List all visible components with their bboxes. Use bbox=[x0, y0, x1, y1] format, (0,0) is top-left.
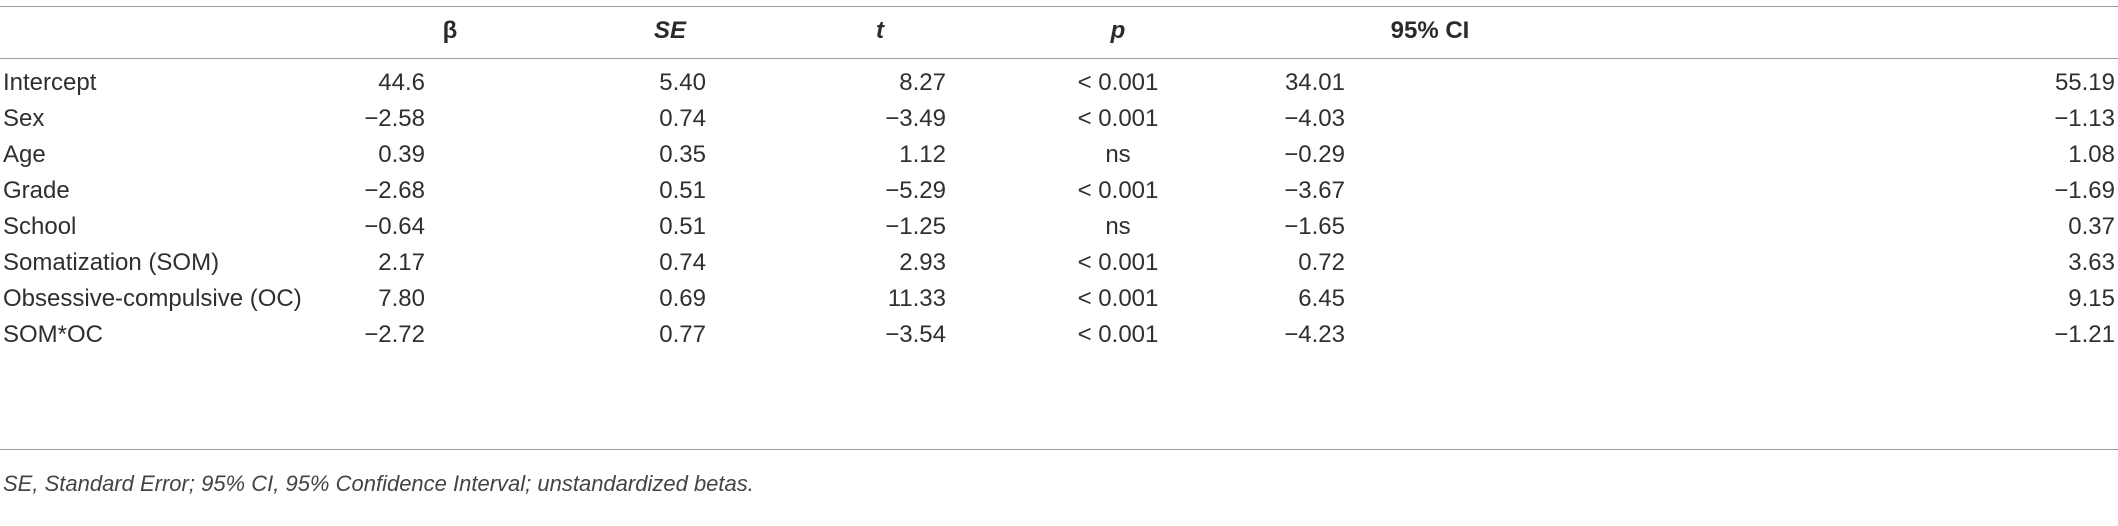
cell-p: ns bbox=[1105, 141, 1131, 168]
cell-beta: −0.64 bbox=[364, 213, 425, 240]
header-ci: 95% CI bbox=[1390, 17, 1470, 44]
cell-ci-high: 0.37 bbox=[2068, 213, 2115, 240]
row-label: Sex bbox=[3, 105, 45, 132]
cell-ci-high: 1.08 bbox=[2068, 141, 2115, 168]
table-top-rule bbox=[0, 6, 2118, 7]
row-label: Somatization (SOM) bbox=[3, 249, 220, 276]
cell-ci-high: −1.21 bbox=[2054, 321, 2115, 348]
table-row: School −0.64 0.51 −1.25 ns −1.65 0.37 bbox=[0, 209, 2118, 245]
cell-se: 0.35 bbox=[659, 141, 706, 168]
cell-p: < 0.001 bbox=[1077, 249, 1159, 276]
header-p: p bbox=[1110, 17, 1126, 44]
cell-p: < 0.001 bbox=[1077, 177, 1159, 204]
row-label: Grade bbox=[3, 177, 70, 204]
cell-p: < 0.001 bbox=[1077, 285, 1159, 312]
cell-beta: −2.58 bbox=[364, 105, 425, 132]
cell-t: −3.49 bbox=[885, 105, 946, 132]
cell-ci-low: −3.67 bbox=[1284, 177, 1345, 204]
cell-ci-high: 9.15 bbox=[2068, 285, 2115, 312]
cell-beta: 44.6 bbox=[378, 69, 425, 96]
cell-ci-low: 6.45 bbox=[1298, 285, 1345, 312]
cell-t: 2.93 bbox=[899, 249, 946, 276]
cell-p: ns bbox=[1105, 213, 1131, 240]
cell-p: < 0.001 bbox=[1077, 321, 1159, 348]
cell-ci-low: 34.01 bbox=[1284, 69, 1345, 96]
cell-t: −3.54 bbox=[885, 321, 946, 348]
table-row: Obsessive-compulsive (OC) 7.80 0.69 11.3… bbox=[0, 281, 2118, 317]
cell-se: 0.74 bbox=[659, 249, 706, 276]
cell-ci-high: 55.19 bbox=[2054, 69, 2115, 96]
cell-se: 0.77 bbox=[659, 321, 706, 348]
cell-ci-low: −1.65 bbox=[1284, 213, 1345, 240]
cell-ci-low: −0.29 bbox=[1284, 141, 1345, 168]
cell-ci-low: −4.03 bbox=[1284, 105, 1345, 132]
cell-t: 8.27 bbox=[899, 69, 946, 96]
header-beta: β bbox=[442, 17, 458, 44]
cell-t: 11.33 bbox=[887, 285, 946, 312]
row-label: Obsessive-compulsive (OC) bbox=[3, 285, 302, 312]
cell-se: 0.51 bbox=[659, 213, 706, 240]
header-se: SE bbox=[653, 17, 686, 44]
table-row: Grade −2.68 0.51 −5.29 < 0.001 −3.67 −1.… bbox=[0, 173, 2118, 209]
table-row: Intercept 44.6 5.40 8.27 < 0.001 34.01 5… bbox=[0, 65, 2118, 101]
table-header-rule bbox=[0, 58, 2118, 59]
cell-se: 0.51 bbox=[659, 177, 706, 204]
cell-se: 5.40 bbox=[659, 69, 706, 96]
table-bottom-rule bbox=[0, 449, 2118, 450]
cell-beta: 2.17 bbox=[378, 249, 425, 276]
cell-se: 0.74 bbox=[659, 105, 706, 132]
row-label: Age bbox=[3, 141, 46, 168]
cell-p: < 0.001 bbox=[1077, 69, 1159, 96]
row-label: School bbox=[3, 213, 77, 240]
table-row: Sex −2.58 0.74 −3.49 < 0.001 −4.03 −1.13 bbox=[0, 101, 2118, 137]
row-label: SOM*OC bbox=[3, 321, 104, 348]
row-label: Intercept bbox=[3, 69, 97, 96]
table-row: SOM*OC −2.72 0.77 −3.54 < 0.001 −4.23 −1… bbox=[0, 317, 2118, 353]
table-row: Somatization (SOM) 2.17 0.74 2.93 < 0.00… bbox=[0, 245, 2118, 281]
cell-beta: 7.80 bbox=[378, 285, 425, 312]
cell-t: −1.25 bbox=[885, 213, 946, 240]
cell-ci-high: 3.63 bbox=[2068, 249, 2115, 276]
cell-ci-low: 0.72 bbox=[1298, 249, 1345, 276]
cell-t: −5.29 bbox=[885, 177, 946, 204]
cell-t: 1.12 bbox=[899, 141, 946, 168]
cell-ci-low: −4.23 bbox=[1284, 321, 1345, 348]
table-row: Age 0.39 0.35 1.12 ns −0.29 1.08 bbox=[0, 137, 2118, 173]
cell-se: 0.69 bbox=[659, 285, 706, 312]
header-t: t bbox=[876, 17, 884, 44]
cell-beta: −2.72 bbox=[364, 321, 425, 348]
table-footnote: SE, Standard Error; 95% CI, 95% Confiden… bbox=[3, 471, 754, 496]
cell-ci-high: −1.13 bbox=[2054, 105, 2115, 132]
cell-ci-high: −1.69 bbox=[2054, 177, 2115, 204]
cell-beta: −2.68 bbox=[364, 177, 425, 204]
cell-beta: 0.39 bbox=[378, 141, 425, 168]
cell-p: < 0.001 bbox=[1077, 105, 1159, 132]
